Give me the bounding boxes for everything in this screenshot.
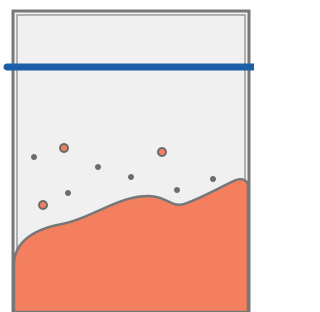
bubble <box>158 148 166 156</box>
particle <box>128 174 134 180</box>
particle <box>31 154 37 160</box>
particle <box>210 176 216 182</box>
bubble <box>60 144 68 152</box>
particle <box>95 164 101 170</box>
particle <box>174 187 180 193</box>
particle <box>65 190 71 196</box>
bubble <box>39 201 47 209</box>
beaker-scene <box>0 0 254 312</box>
